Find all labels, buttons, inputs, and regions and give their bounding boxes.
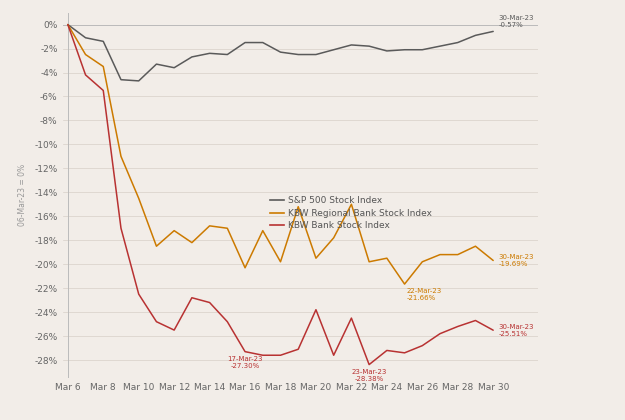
Text: 30-Mar-23
-25.51%: 30-Mar-23 -25.51% [499, 324, 534, 337]
Text: 30-Mar-23
-0.57%: 30-Mar-23 -0.57% [499, 15, 534, 28]
Text: 06-Mar-23 = 0%: 06-Mar-23 = 0% [18, 164, 27, 226]
Text: 23-Mar-23
-28.38%: 23-Mar-23 -28.38% [351, 369, 387, 382]
Text: 17-Mar-23
-27.30%: 17-Mar-23 -27.30% [228, 357, 262, 370]
Legend: S&P 500 Stock Index, KBW Regional Bank Stock Index, KBW Bank Stock Index: S&P 500 Stock Index, KBW Regional Bank S… [266, 192, 436, 234]
Text: 22-Mar-23
-21.66%: 22-Mar-23 -21.66% [406, 288, 442, 301]
Text: 30-Mar-23
-19.69%: 30-Mar-23 -19.69% [499, 254, 534, 267]
